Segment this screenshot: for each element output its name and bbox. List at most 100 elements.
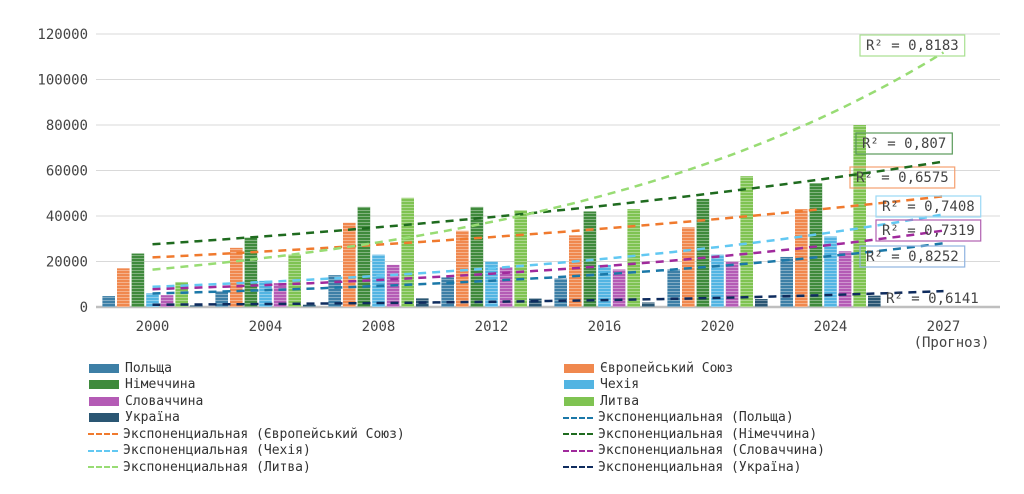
legend-item: Польща	[88, 360, 563, 377]
legend-swatch	[88, 362, 120, 374]
legend-label: Словаччина	[125, 393, 204, 409]
legend-item: Словаччина	[88, 393, 563, 410]
r-squared-box	[875, 195, 982, 218]
legend-item: Чехія	[563, 377, 983, 394]
x-tick-sublabel: (Прогноз)	[914, 335, 990, 351]
legend-item: Экспоненциальная (Європейський Союз)	[88, 426, 563, 443]
bar-texture	[357, 206, 371, 307]
legend-label: Україна	[125, 410, 180, 426]
y-tick-label: 20000	[46, 255, 88, 271]
r-squared-label: R² = 0,8183	[866, 38, 959, 54]
legend-label: Экспоненциальная (Україна)	[598, 459, 802, 475]
legend-line	[88, 449, 118, 452]
bar-texture	[441, 277, 454, 307]
bar-texture	[725, 261, 739, 307]
r-squared-label: R² = 0,7408	[882, 199, 975, 215]
legend-item: Україна	[88, 410, 563, 427]
r-squared-box	[875, 219, 982, 242]
legend-swatch	[563, 362, 595, 374]
bar-texture	[529, 298, 542, 307]
bar-texture	[259, 280, 272, 307]
legend-label: Экспоненциальная (Чехія)	[123, 443, 311, 459]
x-tick-label: 2024	[814, 319, 848, 335]
r-squared-box	[859, 245, 966, 268]
y-tick-label: 60000	[46, 164, 88, 180]
legend-swatch	[88, 412, 120, 424]
legend-label: Чехія	[600, 377, 640, 393]
legend-line	[563, 466, 593, 469]
x-tick-label: 2012	[475, 319, 509, 335]
x-tick-label: 2020	[701, 319, 735, 335]
r-squared-label: R² = 0,807	[862, 136, 946, 152]
bar-texture	[824, 236, 837, 307]
bar-texture	[868, 295, 881, 307]
bar-texture	[554, 278, 567, 307]
bar-texture	[470, 206, 484, 307]
trendline-1	[152, 194, 944, 259]
legend-swatch	[88, 395, 120, 407]
legend-label: Экспоненциальная (Литва)	[123, 459, 311, 475]
legend-swatch	[563, 395, 595, 407]
bar-texture	[642, 302, 655, 307]
legend-line	[88, 433, 118, 436]
r-squared-box	[849, 166, 956, 189]
bar-texture	[190, 305, 203, 307]
bar-texture	[343, 222, 356, 307]
y-tick-label: 120000	[37, 27, 88, 43]
bar-texture	[612, 269, 626, 307]
legend-label: Экспоненциальная (Німеччина)	[598, 426, 818, 442]
bar-texture	[117, 268, 130, 307]
bar-texture	[809, 183, 823, 307]
r-squared-label: R² = 0,8252	[866, 249, 959, 265]
legend-item: Німеччина	[88, 377, 563, 394]
bar-texture	[755, 299, 768, 307]
x-tick-label: 2004	[249, 319, 283, 335]
legend-item: Экспоненциальная (Словаччина)	[563, 443, 983, 460]
chart-plot: 0 20000 40000 60000 80000 100000 120000 2000 200…	[37, 27, 1000, 351]
legend-line	[563, 433, 593, 436]
bar-texture	[667, 269, 680, 307]
trendline-0	[152, 242, 944, 295]
r-squared-label: R² = 0,6141	[886, 291, 979, 307]
y-tick-label: 100000	[37, 73, 88, 89]
x-tick-label: 2008	[362, 319, 396, 335]
legend-label: Литва	[600, 393, 640, 409]
y-tick-label: 80000	[46, 118, 88, 134]
bar-texture	[456, 230, 469, 307]
bar-texture	[711, 254, 724, 307]
legend-swatch	[88, 379, 120, 391]
bar-texture	[303, 304, 316, 307]
x-tick-label: 2016	[588, 319, 622, 335]
legend-item: Экспоненциальная (Україна)	[563, 459, 983, 476]
legend-label: Німеччина	[125, 377, 196, 393]
bar-texture	[853, 125, 866, 307]
bar-texture	[696, 198, 710, 307]
bar-texture	[627, 209, 640, 307]
x-tick-label: 2027	[927, 319, 961, 335]
y-tick-label: 40000	[46, 209, 88, 225]
r-squared-label: R² = 0,7319	[882, 223, 975, 239]
r-squared-label: R² = 0,6575	[856, 170, 949, 186]
trendline-5	[152, 51, 945, 271]
legend-line	[88, 466, 118, 469]
y-tick-label: 0	[80, 300, 88, 316]
bar-texture	[838, 251, 852, 307]
bar-texture	[499, 267, 513, 307]
bar-texture	[131, 253, 145, 307]
bar-texture	[740, 176, 753, 307]
x-tick-label: 2000	[136, 319, 170, 335]
legend-label: Экспоненциальная (Польща)	[598, 410, 794, 426]
bar-texture	[230, 247, 243, 307]
trendline-4	[152, 229, 944, 291]
legend-item: Экспоненциальная (Чехія)	[88, 443, 563, 460]
legend-item: Экспоненциальная (Польща)	[563, 410, 983, 427]
bar-texture	[244, 237, 258, 307]
legend-label: Європейський Союз	[600, 360, 734, 376]
bar-texture	[780, 256, 793, 307]
trendline-3	[152, 213, 944, 289]
legend-line	[563, 449, 593, 452]
r-squared-box	[859, 34, 966, 57]
bar-texture	[160, 295, 174, 307]
legend-line	[563, 416, 593, 419]
